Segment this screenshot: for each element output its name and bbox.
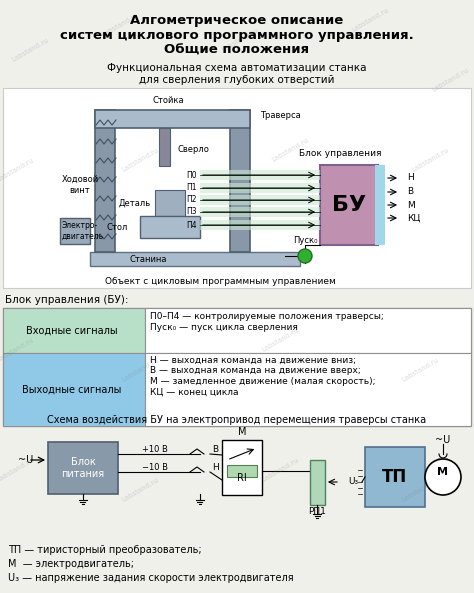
Text: П0: П0 xyxy=(186,171,197,180)
Polygon shape xyxy=(159,166,170,176)
Bar xyxy=(145,308,471,353)
Bar xyxy=(320,165,378,245)
Text: М  — электродвигатель;: М — электродвигатель; xyxy=(8,559,134,569)
Text: U₃ — напряжение задания скорости электродвигателя: U₃ — напряжение задания скорости электро… xyxy=(8,573,293,583)
Text: Стойка: Стойка xyxy=(152,96,184,105)
Bar xyxy=(365,447,425,507)
Text: Деталь: Деталь xyxy=(119,199,151,208)
Circle shape xyxy=(425,459,461,495)
Bar xyxy=(375,165,385,245)
Bar xyxy=(200,195,320,205)
Text: П1: П1 xyxy=(186,183,197,193)
Text: РП1: РП1 xyxy=(309,508,327,517)
Bar xyxy=(159,128,170,166)
Bar xyxy=(95,110,250,128)
Bar xyxy=(140,216,200,238)
Text: В: В xyxy=(212,445,218,454)
Text: Labstand.ru: Labstand.ru xyxy=(350,7,390,33)
Text: Блок управления: Блок управления xyxy=(299,149,381,158)
Text: −10 В: −10 В xyxy=(142,464,168,473)
Text: Объект с цикловым программным управлением: Объект с цикловым программным управление… xyxy=(105,278,336,286)
Bar xyxy=(222,440,262,495)
Text: Labstand.ru: Labstand.ru xyxy=(0,457,35,483)
Text: Labstand.ru: Labstand.ru xyxy=(120,147,160,173)
Text: Станина: Станина xyxy=(130,254,167,263)
Text: ~U: ~U xyxy=(18,455,33,465)
Text: +10 В: +10 В xyxy=(142,445,168,454)
Bar xyxy=(145,353,471,426)
Bar xyxy=(155,190,185,216)
Text: RI: RI xyxy=(237,473,247,483)
Text: Функциональная схема автоматизации станка
для сверления глубоких отверстий: Функциональная схема автоматизации станк… xyxy=(107,63,367,85)
Text: П0–П4 — контролируемые положения траверсы;: П0–П4 — контролируемые положения траверс… xyxy=(150,312,384,321)
Text: Labstand.ru: Labstand.ru xyxy=(0,337,35,363)
Text: Электро-
двигатель: Электро- двигатель xyxy=(62,221,104,241)
Bar xyxy=(95,110,115,252)
Text: Блок
питания: Блок питания xyxy=(62,457,105,479)
Text: Пуск₀: Пуск₀ xyxy=(293,236,317,245)
Text: Labstand.ru: Labstand.ru xyxy=(120,477,160,503)
Text: Labstand.ru: Labstand.ru xyxy=(271,137,310,163)
Text: Labstand.ru: Labstand.ru xyxy=(120,357,160,383)
Text: Выходные сигналы: Выходные сигналы xyxy=(22,384,122,394)
Text: Labstand.ru: Labstand.ru xyxy=(220,27,260,53)
Text: П3: П3 xyxy=(186,208,197,216)
Text: ~U: ~U xyxy=(436,435,451,445)
Text: В: В xyxy=(407,187,413,196)
Bar xyxy=(200,207,320,217)
Bar xyxy=(310,460,325,505)
Text: М: М xyxy=(438,467,448,477)
Bar xyxy=(200,183,320,193)
Bar xyxy=(90,252,300,266)
Text: Labstand.ru: Labstand.ru xyxy=(261,457,300,483)
Text: КЦ: КЦ xyxy=(407,213,420,222)
Bar xyxy=(3,308,471,426)
Text: Стол: Стол xyxy=(107,222,128,231)
Text: Labstand.ru: Labstand.ru xyxy=(410,147,449,173)
Text: Labstand.ru: Labstand.ru xyxy=(430,67,470,93)
Bar xyxy=(200,220,320,230)
Text: Labstand.ru: Labstand.ru xyxy=(100,12,139,38)
Text: M: M xyxy=(238,427,246,437)
Text: ТП: ТП xyxy=(383,468,408,486)
Bar xyxy=(3,308,145,353)
Bar xyxy=(3,88,471,288)
Text: Labstand.ru: Labstand.ru xyxy=(401,477,439,503)
Bar xyxy=(200,170,320,180)
Text: Н — выходная команда на движение вниз;
В — выходная команда на движение вверх;
М: Н — выходная команда на движение вниз; В… xyxy=(150,356,375,396)
Text: Labstand.ru: Labstand.ru xyxy=(10,37,49,63)
Text: Сверло: Сверло xyxy=(178,145,210,155)
Text: Labstand.ru: Labstand.ru xyxy=(261,327,300,353)
Text: Пуск₀ — пуск цикла сверления: Пуск₀ — пуск цикла сверления xyxy=(150,323,298,332)
Text: БУ: БУ xyxy=(332,195,366,215)
Text: Labstand.ru: Labstand.ru xyxy=(401,357,439,383)
Text: Блок управления (БУ):: Блок управления (БУ): xyxy=(5,295,128,305)
Text: Labstand.ru: Labstand.ru xyxy=(0,157,35,183)
Text: М: М xyxy=(407,200,415,209)
Text: Ходовой
винт: Ходовой винт xyxy=(62,176,99,195)
Text: Схема воздействия БУ на электропривод перемещения траверсы станка: Схема воздействия БУ на электропривод пе… xyxy=(47,415,427,425)
Text: ТП — тиристорный преобразователь;: ТП — тиристорный преобразователь; xyxy=(8,545,201,555)
Text: Алгометрическое описание
систем циклового программного управления.
Общие положен: Алгометрическое описание систем цикловог… xyxy=(60,14,414,57)
Text: U₃: U₃ xyxy=(348,477,358,486)
Circle shape xyxy=(298,249,312,263)
Text: Входные сигналы: Входные сигналы xyxy=(26,326,118,336)
Bar xyxy=(48,442,118,494)
Text: Н: Н xyxy=(212,464,219,473)
Text: Н: Н xyxy=(407,174,414,183)
Text: Траверса: Траверса xyxy=(260,110,301,120)
Bar xyxy=(60,218,90,244)
Bar xyxy=(230,110,250,252)
Bar xyxy=(3,353,145,426)
Bar xyxy=(227,465,257,477)
Text: П2: П2 xyxy=(186,196,197,205)
Text: П4: П4 xyxy=(186,221,197,229)
